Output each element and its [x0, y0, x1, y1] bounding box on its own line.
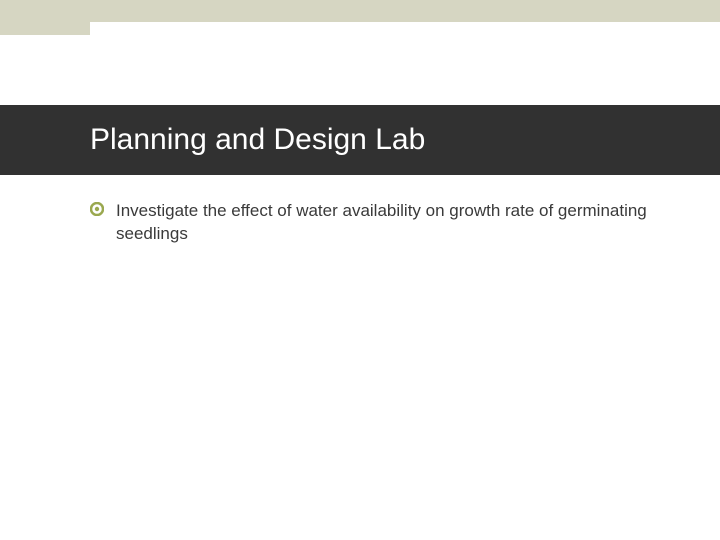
top-accent-bar	[0, 0, 720, 22]
top-accent-notch	[0, 0, 90, 35]
bullet-circle-icon	[90, 202, 104, 216]
bullet-text: Investigate the effect of water availabi…	[116, 200, 660, 246]
content-area: Investigate the effect of water availabi…	[90, 200, 660, 246]
title-band: Planning and Design Lab	[0, 105, 720, 175]
bullet-item: Investigate the effect of water availabi…	[90, 200, 660, 246]
slide-title: Planning and Design Lab	[90, 123, 425, 157]
